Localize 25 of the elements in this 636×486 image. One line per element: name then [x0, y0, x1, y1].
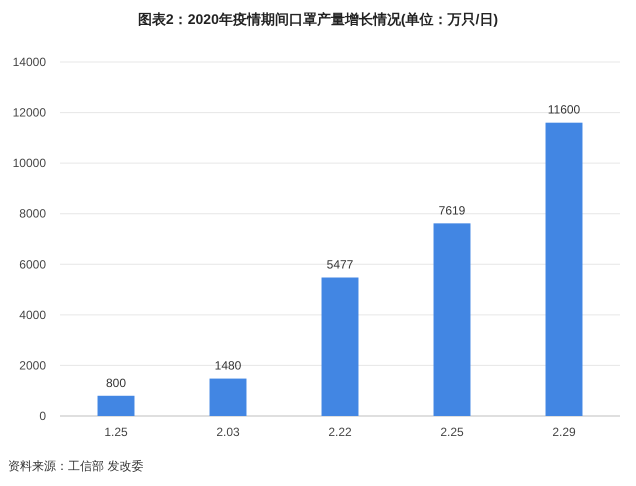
y-tick-label: 10000 — [12, 156, 46, 170]
data-label: 7619 — [438, 203, 466, 218]
x-tick-label: 2.22 — [328, 425, 352, 439]
y-tick-label: 6000 — [19, 257, 46, 272]
bar — [434, 223, 470, 416]
y-tick-label: 8000 — [19, 206, 46, 221]
data-label: 5477 — [326, 258, 354, 272]
y-tick-label: 2000 — [19, 358, 46, 372]
y-tick-label: 14000 — [12, 55, 46, 69]
bar — [98, 396, 134, 416]
text: 资料来源：工信部 发改委 — [8, 459, 144, 473]
bar — [546, 122, 582, 416]
bar — [210, 378, 246, 416]
x-tick-label: 2.29 — [552, 425, 576, 439]
y-tick-label: 4000 — [19, 308, 46, 322]
bar — [322, 278, 358, 416]
y-tick-label: 0 — [39, 409, 46, 423]
data-label: 800 — [106, 376, 126, 390]
data-label: 11600 — [548, 102, 581, 117]
data-label: 1480 — [214, 358, 242, 373]
x-tick-label: 1.25 — [104, 425, 128, 439]
chart-title: 图表2：2020年疫情期间口罩产量增长情况(单位：万只/日) — [138, 11, 498, 27]
x-tick-label: 2.03 — [216, 425, 240, 439]
x-tick-label: 2.25 — [440, 425, 464, 439]
y-tick-label: 12000 — [12, 106, 46, 120]
